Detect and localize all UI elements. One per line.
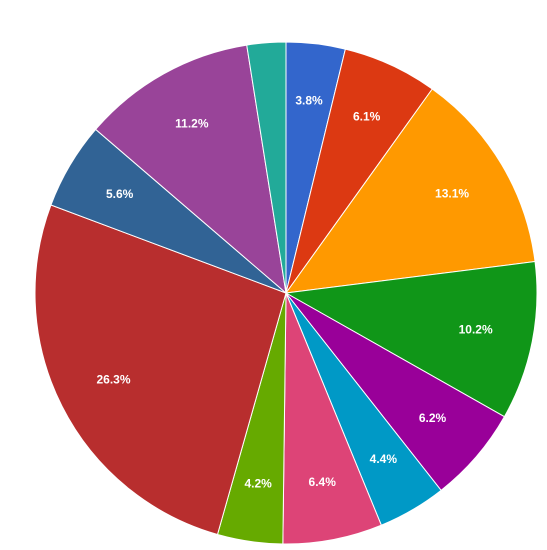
pie-slice bbox=[284, 260, 538, 418]
pie-slice bbox=[284, 88, 536, 294]
slice-label: 5.6% bbox=[106, 187, 134, 201]
slice-label: 6.2% bbox=[419, 411, 447, 425]
slice-label: 6.4% bbox=[309, 475, 337, 489]
slice-label: 13.1% bbox=[435, 186, 469, 200]
slice-label: 4.2% bbox=[244, 476, 272, 490]
slice-label: 11.2% bbox=[175, 116, 209, 130]
slice-label: 6.1% bbox=[353, 110, 381, 124]
pie-slice bbox=[246, 41, 287, 294]
slice-label: 10.2% bbox=[459, 323, 493, 337]
pie-slice bbox=[94, 44, 287, 295]
pie-slice bbox=[34, 204, 287, 536]
slice-label: 4.4% bbox=[370, 452, 398, 466]
slice-label: 26.3% bbox=[97, 372, 131, 386]
slice-label: 3.8% bbox=[295, 93, 323, 107]
